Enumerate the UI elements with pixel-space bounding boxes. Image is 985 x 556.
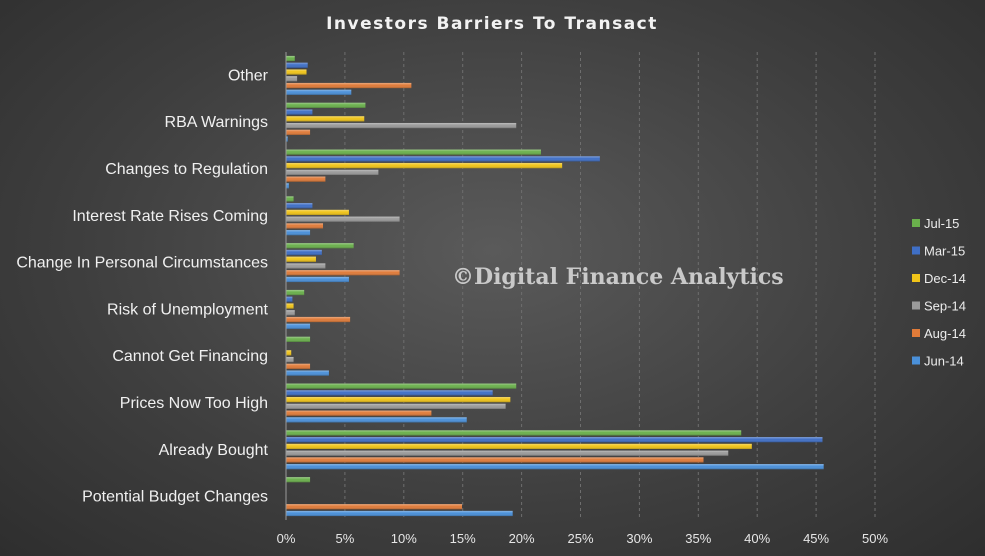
bar-shading: [286, 122, 517, 129]
bar-shading: [286, 316, 351, 323]
bar-shading: [286, 390, 493, 396]
category-label: Cannot Get Financing: [112, 348, 268, 365]
watermark-text: ©Digital Finance Analytics: [452, 264, 784, 290]
bar-shading: [286, 136, 288, 142]
bar-shading: [286, 129, 311, 135]
bar-shading: [286, 350, 292, 356]
bar-shading: [286, 323, 311, 329]
x-tick-label: 40%: [744, 531, 770, 546]
bar-shading: [286, 76, 298, 82]
category-label: RBA Warnings: [165, 114, 268, 131]
bar-shading: [286, 417, 467, 423]
bar-shading: [286, 216, 400, 222]
bar-shading: [286, 163, 563, 169]
bar-shading: [286, 156, 600, 162]
x-tick-label: 45%: [803, 531, 829, 546]
x-tick-label: 10%: [391, 531, 417, 546]
category-label: Change In Personal Circumstances: [16, 255, 268, 272]
bar-shading: [286, 477, 311, 483]
legend-swatch: [912, 301, 920, 310]
bar-shading: [286, 296, 293, 302]
legend-label: Mar-15: [924, 244, 965, 259]
bar-shading: [286, 410, 432, 416]
x-tick-label: 30%: [626, 531, 652, 546]
bar-shading: [286, 62, 308, 68]
bar-shading: [286, 243, 354, 249]
legend-label: Jul-15: [924, 216, 959, 231]
bar-shading: [286, 116, 365, 122]
legend-label: Jun-14: [924, 354, 964, 369]
chart-title: Investors Barriers To Transact: [326, 14, 658, 34]
legend-swatch: [912, 219, 920, 227]
bar-shading: [286, 336, 311, 342]
bar-shading: [286, 223, 324, 229]
category-labels: Other RBA Warnings Changes to Regulation In…: [16, 67, 268, 505]
bar-shading: [286, 209, 349, 216]
bar-shading: [286, 82, 412, 89]
x-tick-label: 20%: [509, 531, 535, 546]
bar-shading: [286, 169, 379, 175]
bar-shading: [286, 437, 823, 443]
x-tick-label: 25%: [567, 531, 593, 546]
bar-shading: [286, 430, 742, 436]
category-label: Already Bought: [159, 442, 269, 459]
bar-shading: [286, 196, 294, 202]
bar-shading: [286, 370, 329, 376]
legend-label: Dec-14: [924, 271, 966, 286]
category-label: Risk of Unemployment: [107, 301, 269, 318]
bar-shading: [286, 457, 704, 463]
bar-shading: [286, 383, 517, 389]
category-label: Changes to Regulation: [105, 161, 268, 178]
legend-swatch: [912, 329, 920, 337]
bar-shading: [286, 303, 294, 309]
bar-shading: [286, 109, 313, 115]
bar-shading: [286, 310, 295, 316]
bar-shading: [286, 55, 295, 62]
bar-shading: [286, 203, 313, 209]
bars-group: [286, 55, 824, 517]
bar-shading: [286, 356, 294, 363]
category-label: Other: [228, 67, 269, 84]
bar-shading: [286, 256, 316, 262]
legend-label: Sep-14: [924, 299, 966, 314]
bar-shading: [286, 176, 326, 182]
bar-shading: [286, 397, 511, 403]
category-label: Potential Budget Changes: [82, 489, 268, 506]
x-axis-ticks: 0% 5% 10% 15% 20% 25% 30% 35% 40% 45% 50%: [277, 531, 889, 546]
bar-shading: [286, 89, 352, 95]
legend-label: Aug-14: [924, 326, 966, 341]
legend-swatch: [912, 246, 920, 255]
legend: Jul-15 Mar-15 Dec-14 Sep-14 Aug-14 Jun-14: [912, 216, 966, 369]
bar-shading: [286, 510, 513, 517]
bar-shading: [286, 102, 366, 108]
legend-swatch: [912, 274, 920, 282]
bar-shading: [286, 249, 322, 256]
legend-swatch: [912, 356, 920, 365]
bar-shading: [286, 443, 752, 450]
bar-shading: [286, 289, 305, 296]
bar-shading: [286, 183, 289, 189]
bar-shading: [286, 363, 311, 369]
bar-shading: [286, 230, 311, 236]
x-tick-label: 35%: [685, 531, 711, 546]
bar-shading: [286, 504, 463, 510]
x-tick-label: 15%: [450, 531, 476, 546]
x-tick-label: 50%: [862, 531, 888, 546]
x-tick-label: 0%: [277, 531, 296, 546]
bar-shading: [286, 276, 349, 283]
bar-shading: [286, 450, 729, 456]
bar-shading: [286, 270, 400, 276]
bar-shading: [286, 69, 307, 75]
bar-shading: [286, 403, 506, 409]
category-label: Interest Rate Rises Coming: [72, 208, 268, 225]
bar-shading: [286, 149, 541, 155]
bar-shading: [286, 263, 326, 269]
x-tick-label: 5%: [336, 531, 355, 546]
bar-shading: [286, 464, 824, 470]
category-label: Prices Now Too High: [120, 395, 268, 412]
